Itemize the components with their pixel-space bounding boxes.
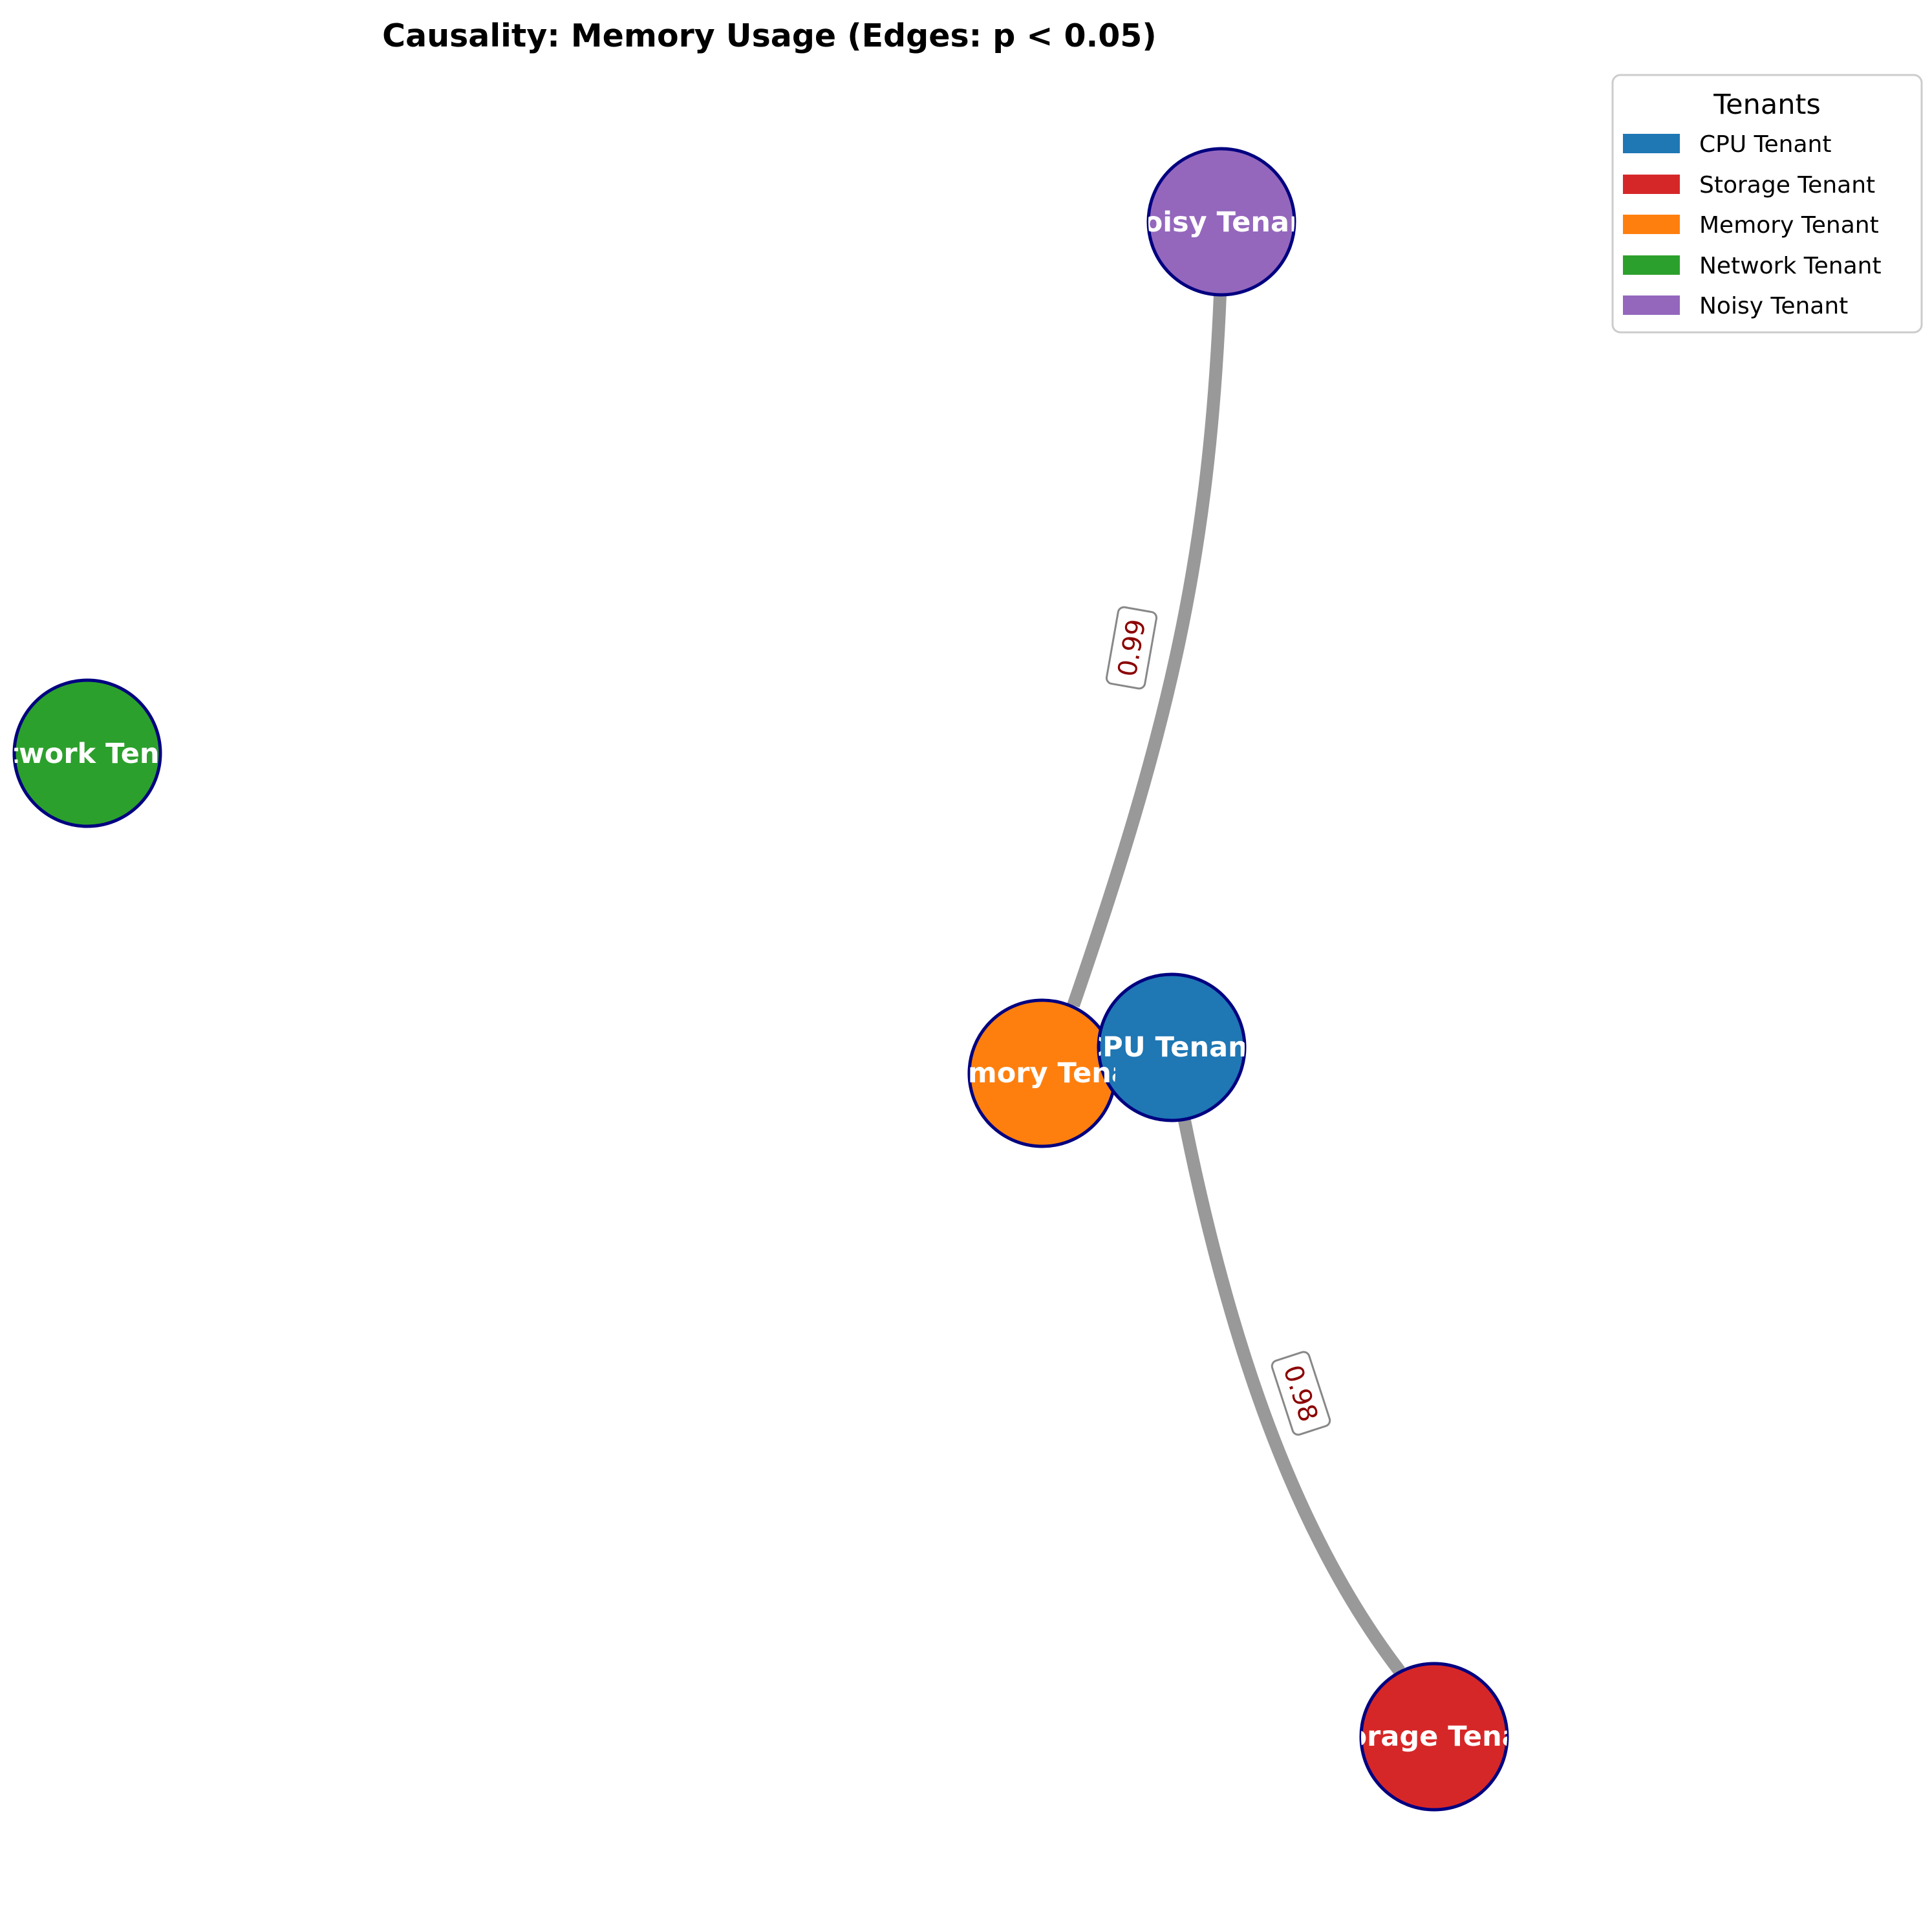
edge-cpu-storage bbox=[1178, 1119, 1405, 1676]
legend-frame bbox=[1611, 74, 1923, 334]
node-circle bbox=[1359, 1662, 1509, 1812]
edge-label-box bbox=[1271, 1351, 1331, 1436]
chart-title: Causality: Memory Usage (Edges: p < 0.05… bbox=[382, 17, 1157, 54]
node-circle bbox=[1146, 147, 1296, 297]
legend-item: Network Tenant bbox=[1623, 253, 1882, 279]
legend-item: Memory Tenant bbox=[1623, 212, 1879, 239]
legend-swatch bbox=[1623, 134, 1680, 153]
legend-item: Noisy Tenant bbox=[1623, 293, 1848, 319]
legend-swatch bbox=[1623, 255, 1680, 275]
edge-label-noisy-memory: 0.99 bbox=[1105, 606, 1158, 690]
legend-item: CPU Tenant bbox=[1623, 131, 1831, 158]
legend-item: Storage Tenant bbox=[1623, 172, 1875, 198]
node-label-cpu: CPU Tenant bbox=[1082, 1031, 1261, 1064]
legend: Tenants CPU Tenant Storage Tenant Memory… bbox=[1611, 74, 1923, 334]
node-cpu-tenant bbox=[1097, 972, 1247, 1122]
legend-title: Tenants bbox=[1713, 89, 1821, 121]
node-storage-tenant: Storage Tenant bbox=[1315, 1662, 1554, 1812]
legend-swatch bbox=[1623, 295, 1680, 315]
legend-label: Storage Tenant bbox=[1699, 172, 1875, 198]
node-label: Storage Tenant bbox=[1315, 1720, 1554, 1753]
legend-label: Noisy Tenant bbox=[1699, 293, 1848, 319]
legend-label: Memory Tenant bbox=[1699, 212, 1879, 239]
edge-noisy-memory bbox=[1067, 294, 1227, 1008]
node-label-memory: Memory Tenant bbox=[921, 1057, 1163, 1089]
legend-swatch bbox=[1623, 175, 1680, 194]
node-label: Network Tenant bbox=[0, 738, 211, 770]
node-network-tenant: Network Tenant bbox=[0, 678, 211, 828]
node-circle bbox=[12, 678, 162, 828]
legend-swatch bbox=[1623, 215, 1680, 234]
node-label: Noisy Tenant bbox=[1121, 206, 1322, 239]
legend-label: Network Tenant bbox=[1699, 253, 1882, 279]
node-circle bbox=[1097, 972, 1247, 1122]
edge-label-box bbox=[1105, 606, 1158, 690]
edge-label-cpu-storage: 0.98 bbox=[1271, 1351, 1331, 1436]
node-noisy-tenant: Noisy Tenant bbox=[1121, 147, 1322, 297]
legend-label: CPU Tenant bbox=[1699, 131, 1831, 158]
edges bbox=[1067, 294, 1405, 1676]
